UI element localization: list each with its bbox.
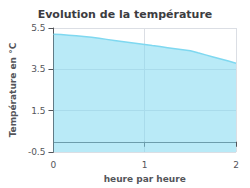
- svg-text:-0.5: -0.5: [28, 147, 46, 157]
- svg-text:heure par heure: heure par heure: [104, 174, 186, 184]
- svg-text:2: 2: [233, 160, 239, 170]
- svg-text:1.5: 1.5: [31, 106, 45, 116]
- svg-text:Evolution de la température: Evolution de la température: [38, 8, 213, 21]
- svg-text:3.5: 3.5: [31, 64, 45, 74]
- svg-text:Température en °C: Température en °C: [8, 42, 18, 137]
- svg-text:5.5: 5.5: [31, 23, 45, 33]
- svg-text:1: 1: [142, 160, 148, 170]
- svg-text:0: 0: [51, 160, 57, 170]
